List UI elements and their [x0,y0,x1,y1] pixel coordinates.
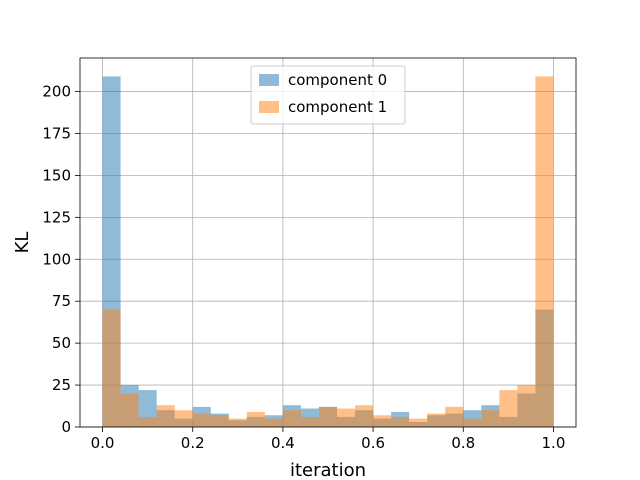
bar-series-1-bin-8 [246,411,265,427]
x-axis: 0.0 0.2 0.4 0.6 0.8 1.0 [91,427,566,452]
y-axis: 0 25 50 75 100 125 150 175 200 [42,83,80,436]
legend: component 0 component 1 [250,65,406,125]
bar-series-1-bin-7 [228,418,247,427]
bar-series-1-bin-16 [391,416,410,427]
legend-swatch-0 [259,74,279,86]
bar-series-1-bin-14 [355,405,374,427]
x-tick-label: 0.0 [91,434,115,452]
bar-series-1-bin-12 [318,406,338,427]
bar-series-1-bin-1 [120,393,139,427]
bar-series-1-bin-20 [463,418,482,427]
y-tick-label: 75 [52,292,71,310]
y-tick-label: 100 [42,250,71,268]
legend-box [250,65,406,125]
y-tick-label: 150 [42,166,71,184]
bar-series-1-bin-10 [282,410,301,427]
bar-series-1-bin-19 [445,406,464,427]
plot-frame [79,57,577,428]
bar-series-1-bin-22 [499,390,518,427]
bar-series-1-bin-11 [300,416,319,427]
legend-label-0: component 0 [288,71,387,89]
bar-series-1-bin-9 [264,418,283,427]
x-tick-label: 1.0 [542,434,566,452]
y-axis-label: KL [12,232,33,254]
bar-series-1-bin-15 [373,415,392,427]
bar-series-1-bin-4 [174,410,193,427]
series-0 [102,76,554,427]
y-tick-label: 50 [52,334,71,352]
y-tick-label: 200 [42,83,71,101]
bar-series-1-bin-5 [192,413,211,427]
bar-series-1-bin-2 [138,416,157,427]
y-tick-label: 25 [52,376,71,394]
bar-series-1-bin-17 [409,418,428,427]
bar-series-1-bin-6 [210,415,229,427]
y-tick-label: 0 [61,418,71,436]
bar-series-1-bin-23 [517,385,536,427]
x-tick-label: 0.8 [451,434,475,452]
legend-label-1: component 1 [288,98,387,116]
legend-swatch-1 [259,101,279,113]
x-tick-label: 0.6 [361,434,385,452]
y-tick-label: 175 [42,124,71,142]
series-1 [102,76,554,427]
bars [102,76,554,427]
bar-series-1-bin-24 [535,76,554,427]
x-tick-label: 0.4 [271,434,295,452]
x-axis-label: iteration [290,460,366,480]
bar-series-1-bin-18 [427,413,446,427]
x-tick-label: 0.2 [181,434,205,452]
bar-series-1-bin-21 [481,410,500,427]
y-tick-label: 125 [42,208,71,226]
bar-series-1-bin-3 [156,405,175,427]
bar-series-1-bin-13 [337,408,356,427]
bar-series-1-bin-0 [102,309,121,427]
